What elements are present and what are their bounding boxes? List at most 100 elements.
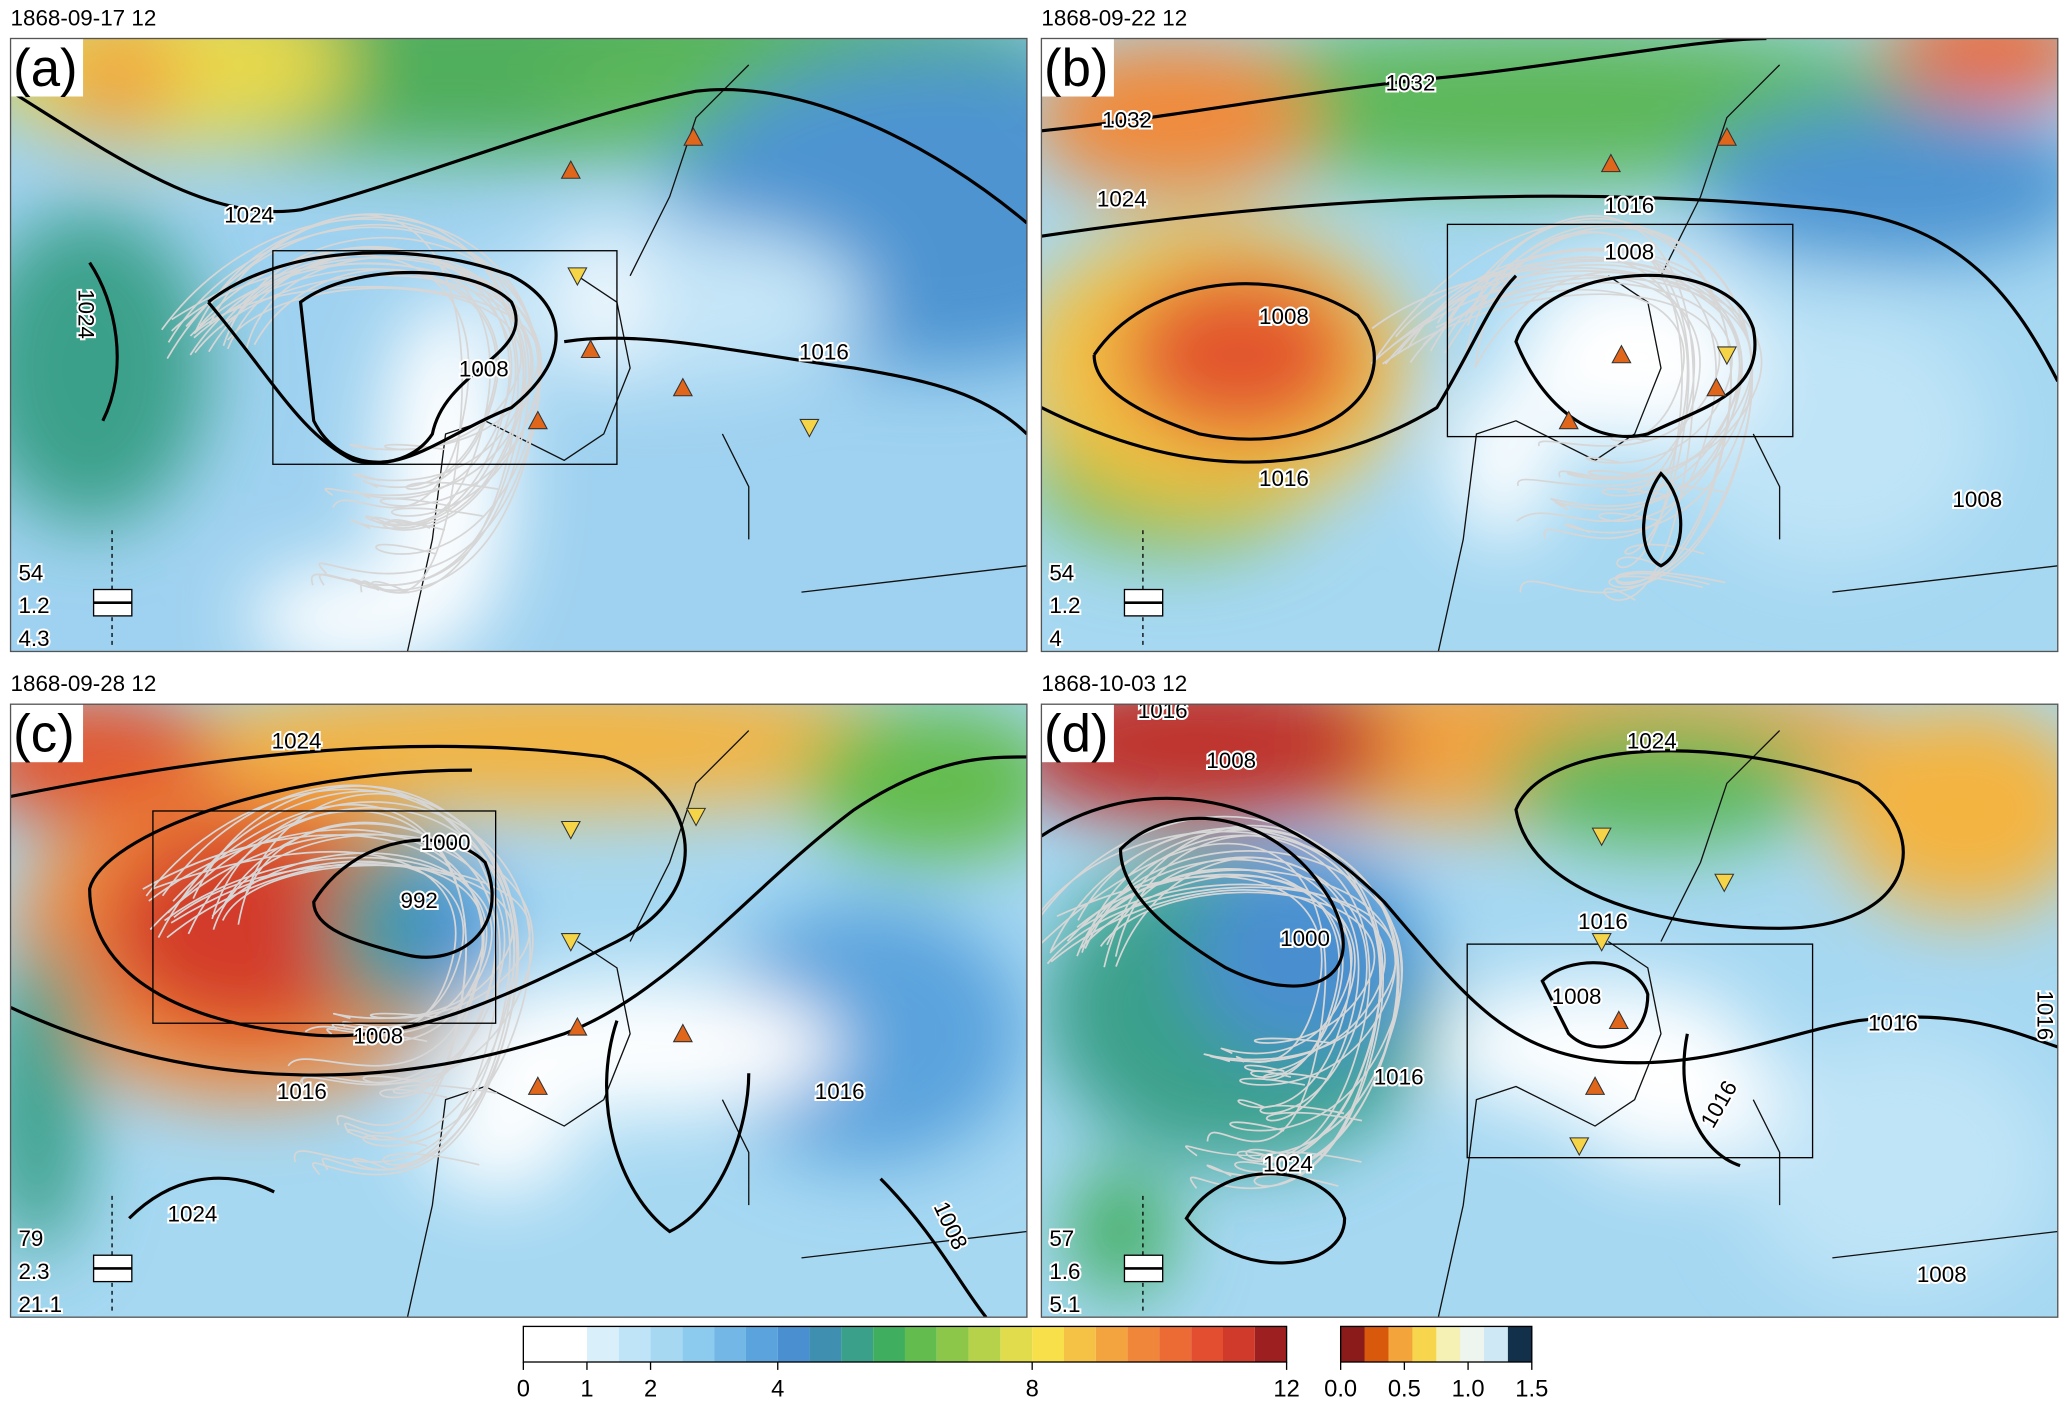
colorbar-segment — [650, 1326, 683, 1363]
trajectory — [1086, 869, 1397, 1086]
isobar — [1514, 749, 1905, 930]
stat-value: 54 — [18, 560, 43, 585]
trajectory — [142, 834, 485, 1067]
trajectory — [151, 850, 457, 1033]
isobar — [312, 838, 494, 959]
isobar-label: 1024 — [272, 728, 322, 753]
isobar — [1041, 194, 2058, 382]
isobar-label: 1016 — [2032, 990, 2057, 1040]
station-marker — [672, 377, 693, 397]
trajectory — [164, 856, 493, 1035]
trajectory — [212, 833, 534, 1085]
trajectory — [187, 806, 516, 1141]
letter-box — [10, 704, 84, 763]
coastline — [1437, 730, 2058, 1318]
field-blob — [1700, 104, 2058, 263]
trajectory — [1429, 215, 1695, 602]
colorbar-tick-label: 12 — [1273, 1376, 1299, 1402]
trajectory — [245, 256, 540, 517]
isobar-label: 1024 — [168, 1202, 218, 1227]
isobar — [1118, 816, 1345, 988]
map-layers: 1032 1032 1024 1016 1008 1008 1016 1008 54 1.2 4 — [1041, 38, 2058, 652]
station-marker — [672, 1023, 693, 1043]
station-marker — [527, 410, 548, 430]
stat-value: 4.3 — [18, 626, 49, 651]
isobar-label: 1008 — [1952, 487, 2002, 512]
field-blob — [10, 209, 209, 527]
isobar — [298, 270, 518, 464]
trajectory — [1079, 875, 1344, 1078]
isobar-label: 1024 — [224, 202, 274, 227]
trajectory — [1077, 827, 1382, 1163]
isobar — [1682, 1033, 1741, 1168]
isobar-label: 1024 — [73, 289, 98, 339]
station-marker — [1569, 1137, 1590, 1157]
isobar-label: 1016 — [815, 1079, 865, 1104]
colorbar-segment — [682, 1326, 715, 1363]
isobar — [1041, 38, 1767, 133]
trajectory — [1474, 226, 1753, 584]
station-marker — [799, 418, 820, 438]
trajectory — [1435, 288, 1685, 442]
station-marker — [1600, 153, 1621, 173]
field-blob — [392, 862, 499, 995]
trajectory — [227, 287, 522, 451]
station-marker — [685, 807, 707, 827]
trajectory — [145, 788, 511, 1163]
region-box — [152, 810, 497, 1024]
stat-value: 54 — [1049, 560, 1074, 585]
isobar — [879, 1177, 988, 1318]
trajectory — [189, 262, 513, 500]
isobar — [207, 251, 558, 465]
map-layers: 1024 1024 1008 1016 54 1.2 4.3 — [10, 38, 1027, 652]
colorbar-tick-label: 8 — [1026, 1376, 1039, 1402]
trajectory — [1049, 883, 1386, 1063]
station-marker — [1558, 410, 1579, 430]
trajectory — [149, 833, 506, 1086]
isobar-label: 1008 — [459, 357, 509, 382]
colorbar-segment — [1412, 1326, 1437, 1363]
colorbar-tick-label: 1 — [580, 1376, 593, 1402]
trajectory — [189, 251, 525, 530]
trajectory — [221, 822, 498, 1099]
trajectory — [1382, 293, 1721, 447]
colorbar-segment — [1364, 1326, 1389, 1363]
colorbar-tick-label: 2 — [644, 1376, 657, 1402]
field-blob — [445, 981, 842, 1113]
station-marker — [560, 933, 581, 952]
colorbar-segment — [1032, 1326, 1064, 1363]
station-marker — [1706, 377, 1727, 397]
trajectory — [161, 784, 501, 1171]
isobar — [1540, 961, 1650, 1049]
field-blob — [574, 223, 633, 382]
panel-letter: (d) — [1044, 705, 1108, 764]
colorbar-tick-label: 1.0 — [1452, 1376, 1485, 1402]
station-marker — [1608, 1010, 1629, 1030]
station-marker — [560, 821, 581, 840]
field-blob — [801, 704, 1027, 863]
trajectory — [1395, 258, 1753, 508]
colorbar-frame — [522, 1325, 1288, 1363]
isobar — [605, 1020, 751, 1234]
isobar-label: 1016 — [1868, 1010, 1918, 1035]
isobar — [1642, 471, 1683, 568]
field-blob — [709, 901, 1026, 1166]
isobar-label: 1008 — [1552, 984, 1602, 1009]
field-blob — [102, 822, 393, 1034]
trajectory — [1099, 891, 1376, 1044]
station-marker — [567, 267, 588, 287]
isobar-label: 1008 — [353, 1024, 403, 1049]
trajectory — [1056, 875, 1323, 1063]
station-marker — [527, 1076, 548, 1095]
panel-letter: (b) — [1044, 39, 1108, 98]
trajectory — [1422, 281, 1733, 464]
colorbar-segment — [1507, 1326, 1533, 1363]
map-panel: 1032 1032 1024 1016 1008 1008 1016 1008 54 1.2 4 (b… — [1040, 37, 2059, 653]
trajectory — [193, 285, 540, 451]
region-box — [272, 250, 618, 465]
trajectory — [1041, 842, 1327, 1143]
station-marker — [1716, 127, 1738, 146]
field-blob — [50, 38, 182, 131]
colorbar-tick-label: 4 — [771, 1376, 784, 1402]
colorbar-segment — [1460, 1326, 1485, 1363]
